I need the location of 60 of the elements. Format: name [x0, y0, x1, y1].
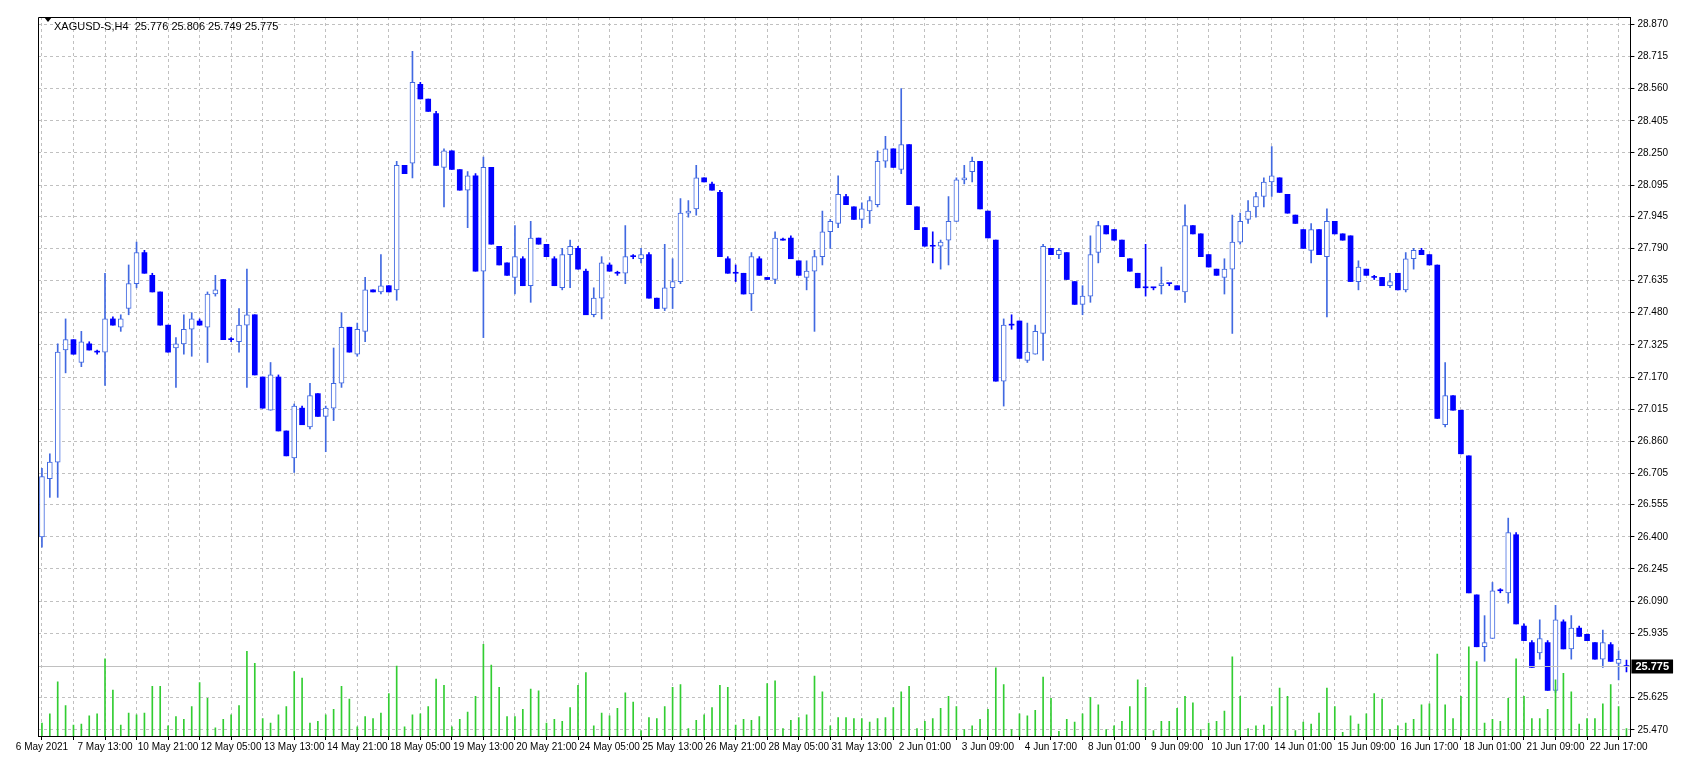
x-tick-label: 20 May 21:00: [516, 740, 578, 752]
y-tick-label: 27.635: [1637, 274, 1669, 286]
y-tick-label: 28.715: [1637, 50, 1669, 62]
x-tick-label: 10 Jun 17:00: [1211, 740, 1270, 752]
x-tick-label: 13 May 13:00: [263, 740, 325, 752]
x-tick-label: 12 May 05:00: [200, 740, 262, 752]
candlestick: [961, 165, 968, 185]
y-tick-label: 27.170: [1637, 370, 1669, 382]
x-tick-label: 6 May 2021: [15, 740, 69, 752]
x-tick-label: 26 May 21:00: [705, 740, 767, 752]
x-tick-label: 19 May 13:00: [453, 740, 515, 752]
x-tick-label: 14 May 21:00: [326, 740, 388, 752]
y-tick-label: 28.560: [1637, 82, 1669, 94]
x-tick-label: 10 May 21:00: [137, 740, 199, 752]
x-tick-label: 7 May 13:00: [77, 740, 133, 752]
y-tick-label: 27.945: [1637, 209, 1669, 221]
chart-title: XAGUSD-S,H4 25.776 25.806 25.749 25.775: [54, 20, 279, 33]
y-tick-label: 28.870: [1637, 18, 1669, 30]
x-tick-label: 16 Jun 17:00: [1400, 740, 1459, 752]
x-tick-label: 3 Jun 09:00: [961, 740, 1015, 752]
y-tick-label: 28.250: [1637, 146, 1669, 158]
x-tick-label: 28 May 05:00: [768, 740, 830, 752]
y-tick-label: 26.090: [1637, 594, 1669, 606]
candlestick: [378, 254, 384, 295]
candlestick: [173, 337, 179, 388]
x-tick-label: 25 May 13:00: [642, 740, 704, 752]
x-tick-label: 22 Jun 17:00: [1589, 740, 1648, 752]
y-tick-label: 27.790: [1637, 242, 1669, 254]
y-tick-label: 26.400: [1637, 530, 1669, 542]
x-tick-label: 24 May 05:00: [579, 740, 641, 752]
y-tick-label: 27.480: [1637, 306, 1669, 318]
y-tick-label: 25.625: [1637, 691, 1669, 703]
x-tick-label: 31 May 13:00: [831, 740, 893, 752]
y-tick-label: 26.705: [1637, 467, 1669, 479]
y-tick-label: 26.555: [1637, 498, 1669, 510]
candlestick: [244, 268, 250, 388]
candlestick: [1268, 146, 1275, 197]
x-tick-label: 18 May 05:00: [390, 740, 452, 752]
x-tick-label: 14 Jun 01:00: [1274, 740, 1333, 752]
candlestick: [567, 239, 573, 289]
y-tick-label: 27.325: [1637, 338, 1669, 350]
y-tick-label: 25.470: [1637, 723, 1669, 735]
y-tick-label: 25.935: [1637, 627, 1669, 639]
x-tick-label: 18 Jun 01:00: [1463, 740, 1522, 752]
x-tick-label: 4 Jun 17:00: [1024, 740, 1078, 752]
x-tick-label: 15 Jun 09:00: [1337, 740, 1396, 752]
y-tick-label: 28.405: [1637, 114, 1669, 126]
y-tick-label: 26.860: [1637, 435, 1669, 447]
candlestick: [188, 312, 195, 357]
candlestick: [929, 231, 936, 264]
candlestick: [322, 405, 329, 453]
x-tick-label: 21 Jun 09:00: [1526, 740, 1585, 752]
y-tick-label: 28.095: [1637, 178, 1669, 190]
x-tick-label: 8 Jun 01:00: [1087, 740, 1141, 752]
x-tick-label: 9 Jun 09:00: [1151, 740, 1204, 752]
y-tick-label: 27.015: [1637, 402, 1669, 414]
x-tick-label: 2 Jun 01:00: [898, 740, 952, 752]
candlestick: [1229, 214, 1236, 334]
y-tick-label: 26.245: [1637, 562, 1669, 574]
ref-line-label: 25.775: [1635, 659, 1670, 672]
